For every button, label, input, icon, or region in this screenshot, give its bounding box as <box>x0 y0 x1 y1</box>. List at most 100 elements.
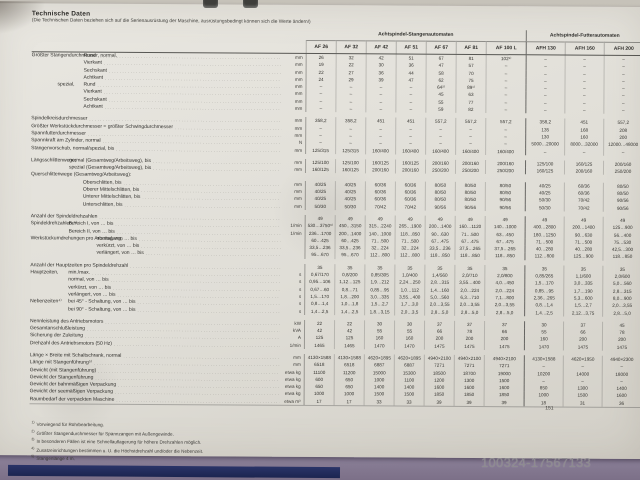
row-unit: mm <box>294 147 303 153</box>
value-cell: 125/315 <box>335 146 366 155</box>
value-cell: – <box>525 106 565 114</box>
value-cell: 70/42 <box>394 203 425 211</box>
column-header: AF 67 <box>425 40 456 54</box>
value-cell: 200/160 <box>563 167 604 176</box>
row-label-head: spezial, <box>57 81 75 88</box>
value-cell: 59 <box>425 105 456 114</box>
value-cell: 118…850 <box>424 252 455 260</box>
row-label-cell: Raumbedarf der verpackten Maschine <box>30 396 280 405</box>
value-cell: 1,8…3,15 <box>364 307 395 316</box>
value-cell: 90/56 <box>484 203 525 212</box>
value-cell: 118…850 <box>602 253 640 261</box>
value-cell: 160/400 <box>395 147 426 155</box>
value-cell: 118…850 <box>484 252 525 261</box>
value-cell: 1475 <box>483 342 524 351</box>
column-header: AFH 160 <box>564 41 604 55</box>
value-cell: 250/200 <box>484 167 526 175</box>
value-cell: – <box>603 148 640 156</box>
footnote-marker: 3) <box>31 437 35 442</box>
value-cell: – <box>365 105 396 113</box>
group-header-futterautomaten: Achtspindel-Futterautomaten <box>525 30 640 43</box>
row-unit: s <box>298 308 302 314</box>
row-label: bei 90° - Schaltung, von … bis <box>68 306 136 313</box>
footnote-text: Größter Stangendurchmesser für Spannzang… <box>36 430 174 437</box>
value-cell: 200/160 <box>364 166 396 174</box>
value-cell: 160/125 <box>524 167 565 175</box>
row-label: Vierkant <box>83 59 102 67</box>
value-cell: 2,0…3,5 <box>394 307 425 316</box>
column-header: AF 32 <box>335 40 366 54</box>
value-cell: 1,4…2,5 <box>304 307 335 315</box>
row-label-cell: bei 90° - Schaltung, von … bis <box>30 306 280 315</box>
value-cell: 90/56 <box>454 203 485 211</box>
value-cell: 1470 <box>523 342 563 351</box>
dot-leaders <box>114 340 280 348</box>
row-label-cell: Unterschlitten, bis <box>31 201 281 210</box>
value-cell: 2,8…5,0 <box>602 309 640 317</box>
value-cell: 1475 <box>423 342 454 350</box>
value-cell: – <box>564 148 604 156</box>
page-content: Technische Daten (Die Technischen Daten … <box>29 10 640 409</box>
dot-leaders <box>137 306 280 314</box>
row-unit: etwa m³ <box>284 398 301 404</box>
row-unit: etwa kg <box>284 384 301 390</box>
row-unit: etwa kg <box>284 376 301 382</box>
row-label-cell: verlängert, von … bis <box>30 250 280 259</box>
column-header: AFH 130 <box>525 41 565 55</box>
value-cell: 125/315 <box>305 146 336 154</box>
spec-table: Achtspindel-Stangenautomaten Achtspindel… <box>29 27 640 409</box>
value-cell: 95…670 <box>334 251 365 260</box>
value-cell: 1470 <box>393 342 424 350</box>
value-cell: 200/160 <box>394 166 426 175</box>
value-cell: 250/200 <box>454 167 486 175</box>
row-unit: 1/min <box>290 230 302 236</box>
value-cell: 39 <box>423 398 454 406</box>
value-cell: – <box>305 105 336 113</box>
row-label: Vierkant <box>83 89 102 96</box>
value-cell: 112…800 <box>524 252 564 261</box>
binder-clip-icon <box>243 0 258 8</box>
value-cell: – <box>395 105 426 114</box>
footnotes: 1) Vorwiegend für Rohrbearbeitung. 2) Größt… <box>31 419 203 463</box>
row-unit: etwa kg <box>284 369 301 375</box>
value-cell: 112…800 <box>364 251 395 260</box>
dot-leaders <box>125 201 281 209</box>
value-cell: 160/400 <box>365 146 396 155</box>
value-cell: 18 <box>523 399 563 407</box>
value-cell: 1475 <box>601 343 640 351</box>
value-cell: – <box>335 105 366 113</box>
row-unit: mm <box>294 203 302 209</box>
row-label: Sechskant <box>83 67 107 74</box>
value-cell: 39 <box>483 398 524 407</box>
value-cell: 50/30 <box>334 202 365 211</box>
value-cell: 50/30 <box>524 203 564 212</box>
row-label-cell: Drehzahl des Antriebsmotors (50 Hz) <box>30 340 280 349</box>
footnote-marker: 1) <box>31 420 35 425</box>
value-cell: 90/56 <box>424 203 455 211</box>
row-unit: mm <box>294 167 303 173</box>
row-label-cell: Stangenvorschub, normal/spezial, bis <box>31 145 281 154</box>
value-cell: 95…670 <box>304 251 335 259</box>
value-cell: 1470 <box>363 341 394 350</box>
value-cell: 160/400 <box>455 147 486 155</box>
column-header: AF 42 <box>365 40 396 54</box>
row-label: verlängert, von … bis <box>96 250 144 257</box>
value-cell: 250/200 <box>424 166 456 175</box>
row-label: Rund <box>83 81 96 88</box>
value-cell: 2,8…5,0 <box>424 308 455 316</box>
paper-page: Technische Daten (Die Technischen Daten … <box>0 1 640 461</box>
value-cell: 250/200 <box>602 167 640 176</box>
dot-leaders <box>116 397 279 405</box>
dot-leaders <box>146 250 281 258</box>
value-cell: 1465 <box>303 341 334 350</box>
value-cell: 2,8…5,0 <box>484 308 525 317</box>
value-cell: 17 <box>303 397 334 406</box>
value-cell: 33 <box>363 398 394 406</box>
value-cell: 33 <box>393 398 424 406</box>
dot-leaders <box>116 145 281 153</box>
row-label: Achtkant <box>83 103 103 110</box>
value-cell: 118…850 <box>454 252 485 260</box>
value-cell: – <box>564 106 604 115</box>
watermark-number: 100324-17567133 <box>481 455 592 470</box>
